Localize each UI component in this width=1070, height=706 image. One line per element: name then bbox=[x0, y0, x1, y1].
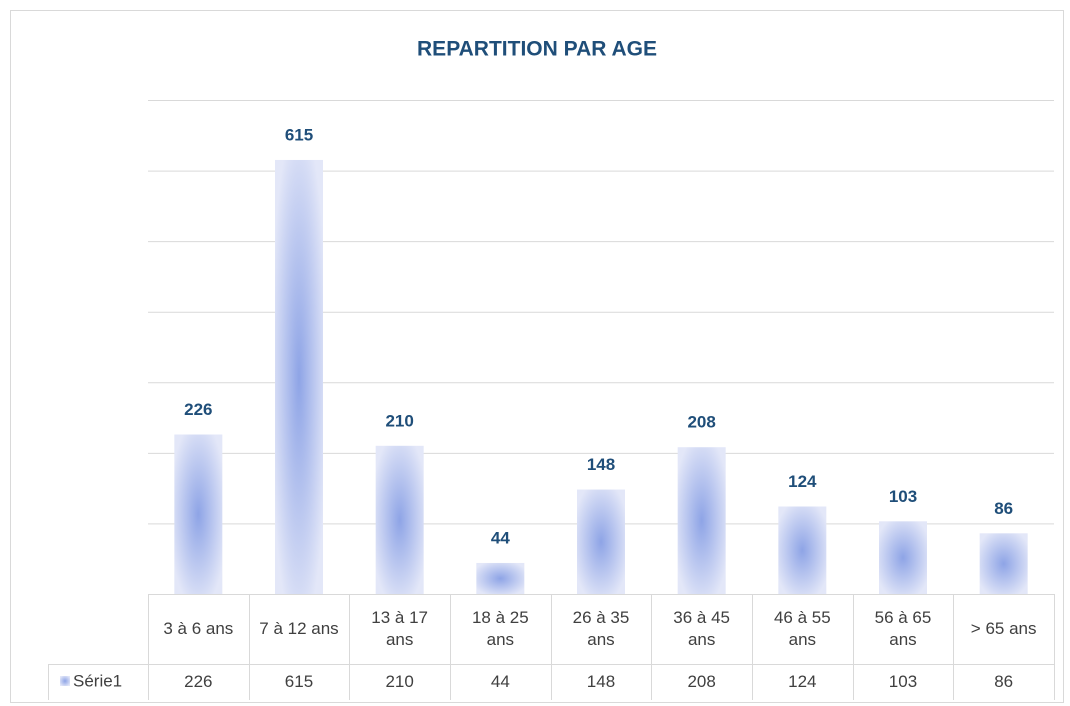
legend-label: Série1 bbox=[73, 671, 122, 690]
bar bbox=[577, 489, 625, 594]
table-value: 44 bbox=[490, 672, 510, 691]
bar bbox=[275, 159, 323, 594]
x-tick-label: 13 à 17 ans bbox=[371, 608, 429, 649]
table-value: 148 bbox=[586, 672, 616, 691]
data-label: 103 bbox=[889, 487, 917, 506]
bar bbox=[174, 434, 223, 594]
x-tick-label: 46 à 55 ans bbox=[773, 608, 831, 649]
data-label: 210 bbox=[385, 411, 413, 430]
chart-title: REPARTITION PAR AGE bbox=[417, 38, 657, 61]
x-tick-label: 26 à 35 ans bbox=[572, 608, 630, 649]
x-tick-label: 36 à 45 ans bbox=[673, 608, 731, 649]
bar bbox=[677, 447, 726, 594]
x-tick-label: 56 à 65 ans bbox=[874, 608, 932, 649]
table-value: 86 bbox=[994, 672, 1014, 691]
x-tick-label: 7 à 12 ans bbox=[259, 619, 339, 638]
bar bbox=[778, 506, 827, 594]
x-tick-label: > 65 ans bbox=[970, 619, 1037, 638]
data-label: 148 bbox=[587, 455, 615, 474]
legend-marker bbox=[60, 676, 70, 686]
table-value: 208 bbox=[687, 672, 716, 691]
x-tick-label: 3 à 6 ans bbox=[163, 619, 234, 638]
data-label: 124 bbox=[788, 472, 817, 491]
data-label: 44 bbox=[491, 528, 510, 547]
bar bbox=[476, 562, 525, 594]
table-value: 124 bbox=[788, 672, 817, 691]
data-label: 226 bbox=[184, 400, 212, 419]
bar bbox=[879, 521, 927, 594]
table-value: 615 bbox=[284, 672, 314, 691]
table-value: 210 bbox=[385, 672, 414, 691]
data-label: 208 bbox=[687, 413, 715, 432]
data-label: 615 bbox=[285, 125, 313, 144]
table-value: 226 bbox=[184, 672, 213, 691]
data-label: 86 bbox=[994, 499, 1013, 518]
bar bbox=[979, 533, 1028, 594]
table-value: 103 bbox=[888, 672, 918, 691]
x-tick-label: 18 à 25 ans bbox=[471, 608, 529, 649]
bar bbox=[375, 445, 424, 594]
